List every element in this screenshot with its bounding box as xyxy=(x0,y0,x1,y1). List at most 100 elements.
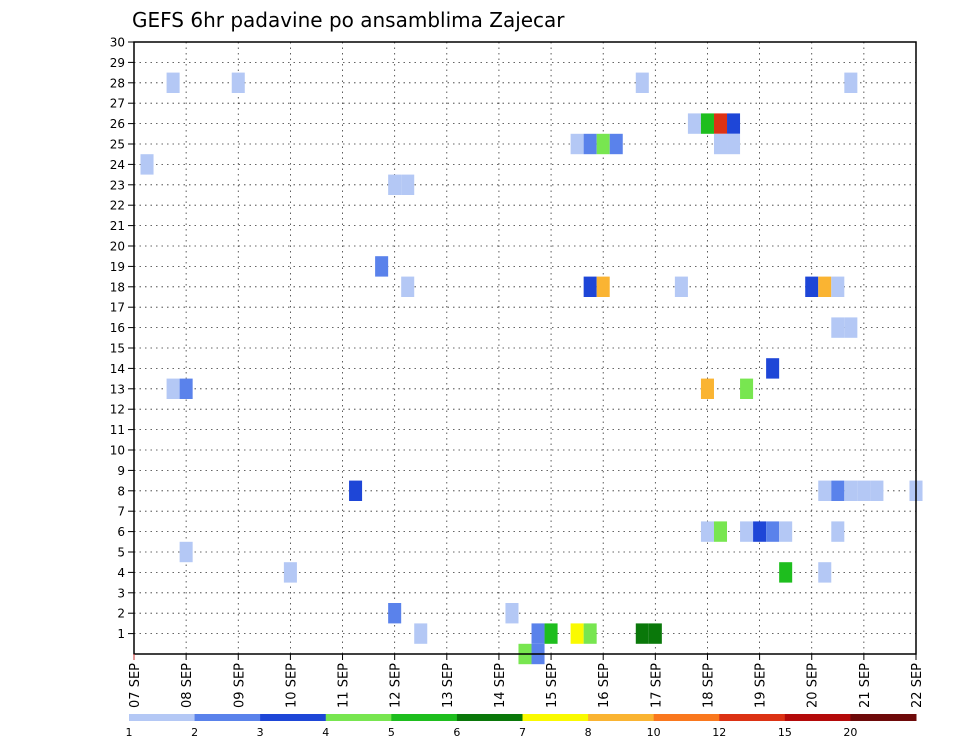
precip-cell xyxy=(166,72,180,93)
legend-swatch xyxy=(719,714,786,721)
y-tick-label: 3 xyxy=(117,586,125,600)
y-tick-label: 25 xyxy=(110,138,125,152)
precip-cell xyxy=(700,521,714,542)
precip-cell xyxy=(818,480,832,501)
x-tick-label: 17 SEP xyxy=(649,663,664,708)
legend-label: 8 xyxy=(585,726,592,739)
precip-cell xyxy=(349,480,363,501)
precip-cell xyxy=(570,133,584,155)
precip-cell xyxy=(831,521,845,542)
y-tick-label: 9 xyxy=(117,464,125,478)
y-tick-label: 15 xyxy=(110,342,125,356)
chart-title: GEFS 6hr padavine po ansamblima Zajecar xyxy=(132,8,565,32)
x-tick-label: 20 SEP xyxy=(806,663,821,708)
precip-cell xyxy=(401,276,415,297)
y-tick-label: 16 xyxy=(110,321,125,335)
y-tick-label: 21 xyxy=(110,219,125,233)
y-tick-label: 23 xyxy=(110,178,125,192)
legend-swatch xyxy=(588,714,655,721)
precip-cell xyxy=(753,521,767,542)
x-tick-label: 21 SEP xyxy=(858,663,873,708)
precip-cell xyxy=(779,562,793,583)
legend-label: 15 xyxy=(778,726,792,739)
precip-cell xyxy=(727,113,741,134)
x-tick-label: 10 SEP xyxy=(284,663,299,708)
x-tick-label: 19 SEP xyxy=(754,663,769,708)
precip-cell xyxy=(283,562,297,583)
legend-swatch xyxy=(260,714,327,721)
x-axis: 07 SEP 08 SEP 09 SEP 10 SEP 11 SEP 12 SEP 13 S… xyxy=(128,654,925,708)
legend-swatch xyxy=(850,714,917,721)
y-tick-label: 26 xyxy=(110,117,125,131)
precip-cell xyxy=(700,378,714,399)
precip-cell xyxy=(596,133,610,155)
y-tick-label: 1 xyxy=(117,627,125,641)
precip-cell xyxy=(818,276,832,297)
precip-cell xyxy=(713,133,728,155)
legend-label: 6 xyxy=(453,726,460,739)
precip-cell xyxy=(583,133,597,155)
precip-cell xyxy=(635,623,649,644)
x-tick-label: 11 SEP xyxy=(337,663,352,708)
precip-cell xyxy=(414,623,428,644)
y-tick-label: 27 xyxy=(110,97,125,111)
precip-cell xyxy=(844,317,858,338)
y-tick-label: 18 xyxy=(110,280,125,294)
precip-cells xyxy=(140,72,923,665)
y-tick-label: 20 xyxy=(110,240,125,254)
precip-cell xyxy=(596,276,610,297)
y-tick-label: 29 xyxy=(110,56,125,70)
y-tick-label: 2 xyxy=(117,607,125,621)
y-tick-label: 6 xyxy=(117,525,125,539)
x-tick-label: 15 SEP xyxy=(545,663,560,708)
legend-label: 12 xyxy=(712,726,726,739)
precip-cell xyxy=(544,623,558,644)
y-tick-label: 11 xyxy=(110,423,125,437)
legend-label: 7 xyxy=(519,726,526,739)
x-tick-label: 07 SEP xyxy=(128,663,143,708)
x-tick-label: 16 SEP xyxy=(597,663,612,708)
precip-cell xyxy=(766,521,780,542)
precip-cell xyxy=(740,521,754,542)
y-tick-label: 28 xyxy=(110,76,125,90)
legend-label: 3 xyxy=(257,726,264,739)
y-tick-label: 24 xyxy=(110,158,125,172)
precip-cell xyxy=(401,174,415,195)
y-tick-label: 17 xyxy=(110,301,125,315)
legend-label: 1 xyxy=(126,726,133,739)
y-tick-label: 10 xyxy=(110,444,125,458)
legend-swatch xyxy=(129,714,196,721)
precip-cell xyxy=(388,603,402,624)
precip-cell xyxy=(166,378,180,399)
precip-cell xyxy=(531,623,545,644)
x-tick-label: 22 SEP xyxy=(910,663,925,708)
legend-label: 5 xyxy=(388,726,395,739)
legend-swatch xyxy=(456,714,523,721)
precip-cell xyxy=(648,623,662,644)
legend-swatch xyxy=(194,714,261,721)
precip-cell xyxy=(140,154,154,175)
y-tick-label: 14 xyxy=(110,362,125,376)
precip-cell xyxy=(505,603,519,624)
precip-cell xyxy=(831,480,845,501)
precip-cell xyxy=(700,113,714,134)
x-tick-label: 08 SEP xyxy=(180,663,195,708)
y-tick-label: 13 xyxy=(110,382,125,396)
precip-cell xyxy=(740,378,754,399)
precip-cell xyxy=(857,480,871,501)
precip-cell xyxy=(713,113,728,134)
x-tick-label: 12 SEP xyxy=(389,663,404,708)
y-tick-label: 19 xyxy=(110,260,125,274)
color-legend: 1 2 3 4 5 6 7 8 10 12 15 20 xyxy=(126,714,917,739)
y-axis: 1234567891011121314151617181920212223242… xyxy=(110,36,134,641)
precip-cell xyxy=(635,72,649,93)
precip-cell xyxy=(766,358,780,379)
x-tick-label: 09 SEP xyxy=(232,663,247,708)
precip-cell xyxy=(727,133,741,155)
legend-label: 4 xyxy=(322,726,329,739)
x-tick-label: 18 SEP xyxy=(701,663,716,708)
legend-swatch xyxy=(522,714,589,721)
precip-cell xyxy=(583,623,597,644)
precip-cell xyxy=(570,623,584,644)
